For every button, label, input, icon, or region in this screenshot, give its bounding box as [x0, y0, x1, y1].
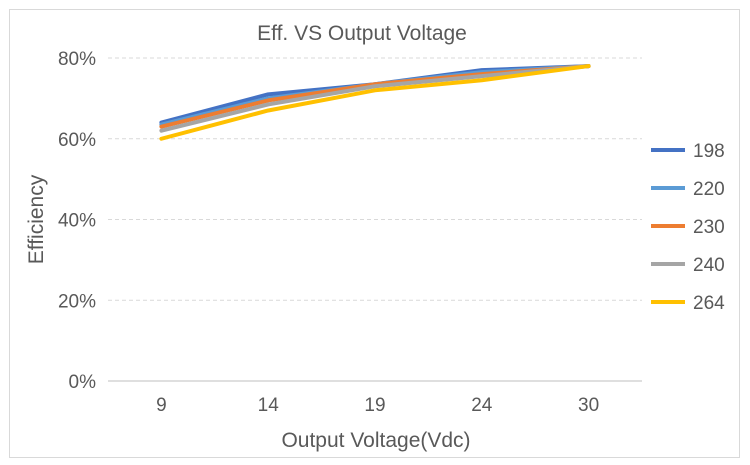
line-chart: Eff. VS Output Voltage 0% 20% 40% 60% 80% 9 1… [25, 22, 725, 452]
legend-item: 264 [651, 293, 725, 314]
x-axis-label: Output Voltage(Vdc) [281, 429, 470, 452]
x-axis-ticks: 9 14 19 24 30 [156, 395, 599, 416]
x-tick-label: 9 [156, 395, 167, 416]
legend-label: 230 [693, 217, 725, 238]
y-tick-label: 20% [58, 291, 96, 312]
gridlines [108, 57, 642, 301]
series-line-264 [159, 64, 591, 141]
legend-item: 220 [651, 179, 725, 200]
x-tick-label: 30 [578, 395, 599, 416]
x-tick-label: 19 [364, 395, 385, 416]
x-tick-label: 24 [471, 395, 493, 416]
series-lines [159, 64, 591, 141]
y-tick-label: 80% [58, 49, 96, 70]
legend-label: 198 [693, 141, 725, 162]
legend-label: 264 [693, 293, 725, 314]
y-axis-ticks: 0% 20% 40% 60% 80% [58, 49, 96, 393]
legend: 198 220 230 240 264 [651, 141, 725, 314]
y-axis-label: Efficiency [25, 174, 48, 264]
x-tick-label: 14 [258, 395, 280, 416]
legend-item: 198 [651, 141, 725, 162]
legend-label: 220 [693, 179, 725, 200]
series-line-240 [159, 64, 591, 133]
y-tick-label: 0% [69, 372, 97, 393]
y-tick-label: 40% [58, 211, 96, 232]
legend-label: 240 [693, 255, 725, 276]
legend-item: 240 [651, 255, 725, 276]
legend-item: 230 [651, 217, 725, 238]
y-tick-label: 60% [58, 130, 96, 151]
chart-title: Eff. VS Output Voltage [257, 22, 467, 45]
chart-frame: Eff. VS Output Voltage 0% 20% 40% 60% 80% 9 1… [9, 9, 740, 458]
